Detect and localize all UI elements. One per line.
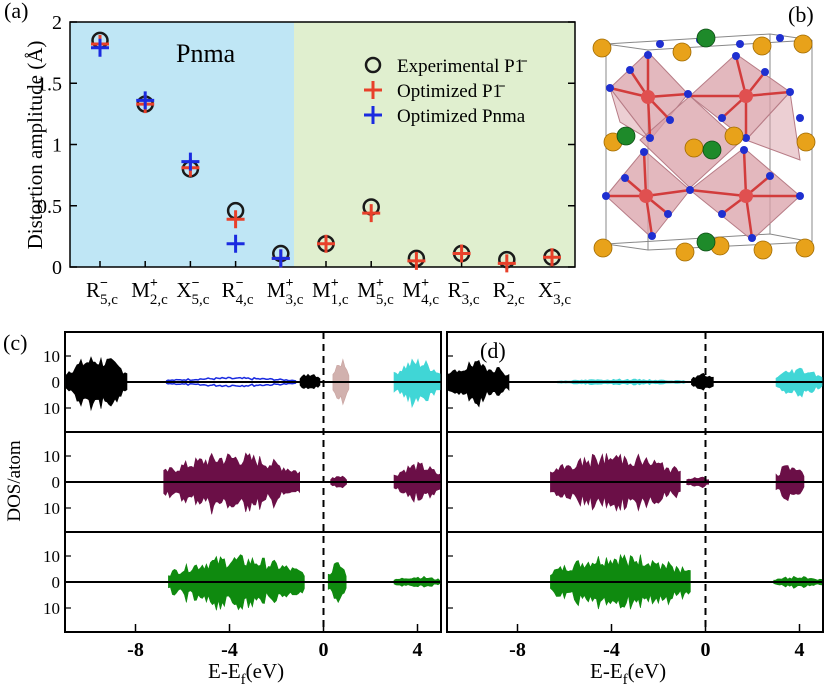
dos-fill-purple <box>775 465 805 502</box>
dos-x-tick-label: 0 <box>319 639 329 661</box>
dos-fill-cyan <box>393 358 441 409</box>
dos-y-tick-label: 0 <box>52 573 61 592</box>
legend-exp-label: Experimental P1̄ <box>397 56 527 77</box>
dos-x-tick-label: 0 <box>701 639 711 661</box>
point-optimized-p1 <box>497 254 516 273</box>
panel-d-dos: (d) -8 -4 0 4 E-Ef(eV) <box>446 331 824 688</box>
point-optimized-p1 <box>362 204 381 223</box>
dos-curve-blue <box>165 382 297 388</box>
point-optimized-p1 <box>543 248 561 267</box>
y-tick-label-a: 2 <box>52 12 62 34</box>
x-tick-label-a: X− 3,c <box>538 276 571 308</box>
dos-y-tick-label: 10 <box>43 447 60 466</box>
bonds <box>606 55 800 239</box>
legend-a: Experimental P1̄ Optimized P1̄ Optimized… <box>364 56 527 127</box>
panel-label-c: (c) <box>3 330 27 355</box>
point-optimized-pnma <box>271 249 290 268</box>
legend-optpnma-label: Optimized Pnma <box>397 106 526 127</box>
dos-x-tick-label: -4 <box>221 639 238 661</box>
dos-y-tick-label: 10 <box>43 547 60 566</box>
panel-label-b: (b) <box>788 2 814 27</box>
dos-fill-black <box>64 356 128 412</box>
point-optimized-p1 <box>407 251 426 270</box>
dos-x-tick-label: 4 <box>413 639 423 661</box>
panel-a-chart: (a) Pnma Distortion amplitude (Å) 0 0.5 1 1… <box>4 0 576 308</box>
octahedral-centers <box>639 89 753 203</box>
panel-label-d: (d) <box>480 338 506 363</box>
y-tick-label-a: 0 <box>52 257 62 279</box>
x-tick-label-a: M+ 2,c <box>131 276 168 308</box>
point-optimized-pnma <box>91 38 109 57</box>
dos-x-tick-label: 4 <box>795 639 805 661</box>
point-optimized-p1 <box>317 234 335 253</box>
y-axis-label-a: Distortion amplitude (Å) <box>23 41 47 250</box>
point-optimized-pnma <box>136 91 155 110</box>
panel-c-dos: (c) DOS/atom 10 0 10 10 0 10 10 0 10 -8 -4 0 4 E-Ef(… <box>3 330 442 688</box>
point-optimized-p1 <box>452 244 471 263</box>
dos-y-tick-label: 10 <box>43 599 60 618</box>
x-tick-label-a: R− 3,c <box>448 276 480 308</box>
region-label-pnma: Pnma <box>176 39 236 68</box>
x-tick-label-a: M+ 4,c <box>402 276 439 308</box>
dos-fill-black <box>446 359 510 408</box>
green-atoms <box>616 28 722 252</box>
legend-exp-marker <box>364 56 382 74</box>
point-optimized-pnma <box>226 234 245 253</box>
dos-y-tick-label: 0 <box>52 473 61 492</box>
x-tick-label-a: R− 4,c <box>222 276 254 308</box>
y-tick-label-a: 0.5 <box>37 196 62 218</box>
x-tick-label-a: R− 5,c <box>86 276 118 308</box>
y-tick-label-a: 1.5 <box>37 73 62 95</box>
dos-fill-purple <box>163 452 300 515</box>
panel-b-crystal-structure: (b) <box>592 2 816 262</box>
x-tick-label-a: M+ 3,c <box>267 276 304 308</box>
p1-region <box>294 22 575 267</box>
legend-optp1-marker <box>364 81 382 99</box>
point-optimized-pnma <box>181 152 200 171</box>
panel-label-a: (a) <box>4 0 28 23</box>
x-tick-label-a: M+ 1,c <box>312 276 349 308</box>
dos-x-tick-label: -4 <box>603 639 620 661</box>
y-tick-label-a: 1 <box>52 135 62 157</box>
x-tick-label-a: R− 2,c <box>493 276 525 308</box>
pnma-region <box>70 22 294 267</box>
point-optimized-p1 <box>226 210 245 229</box>
legend-optpnma-marker <box>364 106 382 124</box>
dos-x-tick-label: -8 <box>509 639 526 661</box>
x-axis-label-d: E-Ef(eV) <box>590 659 666 688</box>
y-axis-label-c: DOS/atom <box>4 440 25 522</box>
dos-y-tick-label: 10 <box>43 499 60 518</box>
dos-x-tick-label: -8 <box>127 639 144 661</box>
legend-optp1-label: Optimized P1̄ <box>397 81 505 102</box>
dos-curve-blue <box>165 376 297 382</box>
dos-y-tick-label: 10 <box>43 399 60 418</box>
x-tick-label-a: X− 5,c <box>176 276 209 308</box>
x-axis-label-c: E-Ef(eV) <box>208 659 284 688</box>
x-tick-label-a: M+ 5,c <box>357 276 394 308</box>
dos-y-tick-label: 0 <box>52 373 61 392</box>
anion-atoms <box>602 34 804 242</box>
dos-y-tick-label: 10 <box>43 347 60 366</box>
